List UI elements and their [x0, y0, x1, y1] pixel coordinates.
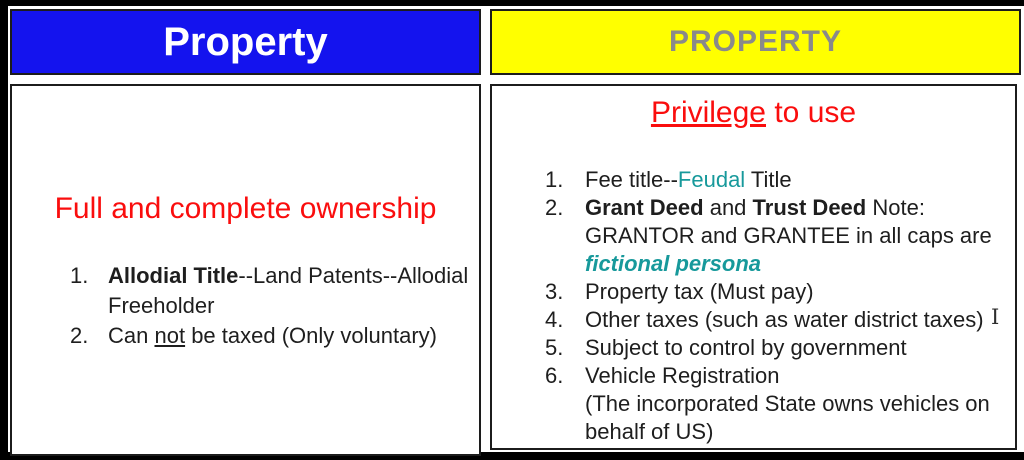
right-numbered-list: 1. Fee title--Feudal Title 2. Grant Deed…: [492, 166, 1015, 446]
list-item-number: 2.: [70, 323, 89, 348]
list-item-text: Can not be taxed (Only voluntary): [108, 323, 437, 348]
frame-border-bottom: [0, 452, 1024, 460]
left-body-heading: Full and complete ownership: [54, 192, 437, 225]
list-item-number: 6.: [545, 363, 564, 388]
frame-border-top: [0, 0, 1024, 6]
list-item-number: 5.: [545, 335, 564, 360]
list-item: 1. Fee title--Feudal Title: [545, 166, 1015, 194]
right-column-header[interactable]: PROPERTY: [490, 9, 1021, 75]
list-item: 6. Vehicle Registration (The incorporated…: [545, 362, 1015, 446]
list-item-text: Other taxes (such as water district taxe…: [585, 307, 984, 332]
left-numbered-list: 1. Allodial Title--Land Patents--Allodia…: [12, 261, 479, 351]
list-item-number: 1.: [70, 263, 89, 288]
list-item: 1. Allodial Title--Land Patents--Allodia…: [70, 261, 479, 321]
list-item-text: Subject to control by government: [585, 335, 907, 360]
right-column-body[interactable]: Privilege to use 1. Fee title--Feudal Ti…: [490, 84, 1017, 450]
list-item-number: 1.: [545, 167, 564, 192]
list-item: 5. Subject to control by government: [545, 334, 1015, 362]
list-item-text: Allodial Title--Land Patents--Allodial Fr…: [108, 263, 469, 318]
left-column-body[interactable]: Full and complete ownership 1. Allodial …: [10, 84, 481, 456]
list-item-text: Grant Deed and Trust Deed Note: GRANTOR a…: [585, 195, 992, 276]
list-item-number: 4.: [545, 307, 564, 332]
list-item: 2. Can not be taxed (Only voluntary): [70, 321, 479, 351]
list-item-number: 3.: [545, 279, 564, 304]
list-item-text: Vehicle Registration (The incorporated St…: [585, 363, 990, 444]
list-item-number: 2.: [545, 195, 564, 220]
text-cursor-icon: I: [991, 305, 1000, 329]
list-item: 3. Property tax (Must pay): [545, 278, 1015, 306]
left-header-title: Property: [163, 19, 328, 64]
right-header-title: PROPERTY: [668, 25, 843, 58]
right-body-heading: Privilege to use: [650, 96, 857, 129]
list-item: 2. Grant Deed and Trust Deed Note: GRANTO…: [545, 194, 1015, 278]
list-item-text: Fee title--Feudal Title: [585, 167, 792, 192]
left-column-header[interactable]: Property: [10, 9, 481, 75]
list-item: 4. Other taxes (such as water district t…: [545, 306, 1015, 334]
list-item-text: Property tax (Must pay): [585, 279, 814, 304]
frame-border-left: [0, 0, 8, 460]
